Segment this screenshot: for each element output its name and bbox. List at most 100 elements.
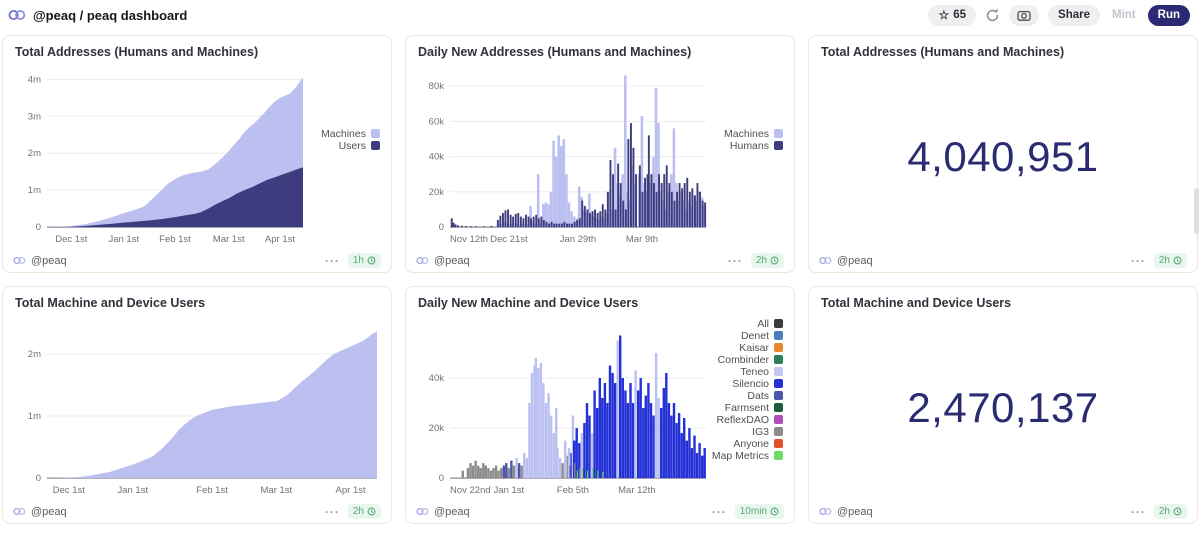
panel-daily-new-addresses-chart: Daily New Addresses (Humans and Machines… bbox=[405, 35, 795, 273]
owner-link[interactable]: @peaq bbox=[13, 255, 67, 267]
panel-menu-button[interactable]: ··· bbox=[727, 253, 743, 268]
legend-item[interactable]: Users bbox=[339, 140, 380, 152]
legend-item[interactable]: Kaisar bbox=[739, 341, 783, 354]
star-icon: ☆ bbox=[938, 8, 950, 22]
svg-text:Mar 9th: Mar 9th bbox=[626, 234, 658, 245]
run-button[interactable]: Run bbox=[1147, 4, 1190, 26]
legend-swatch bbox=[774, 379, 783, 388]
svg-text:2m: 2m bbox=[28, 349, 41, 360]
legend-label: Combinder bbox=[717, 353, 769, 366]
svg-text:20k: 20k bbox=[429, 423, 445, 434]
refresh-badge[interactable]: 2h bbox=[750, 253, 784, 268]
vertical-scrollbar[interactable] bbox=[1194, 188, 1199, 234]
legend-item[interactable]: Denet bbox=[740, 329, 783, 342]
panel-menu-button[interactable]: ··· bbox=[1130, 504, 1146, 519]
svg-text:1m: 1m bbox=[28, 185, 41, 196]
legend-item[interactable]: ReflexDAO bbox=[716, 413, 783, 426]
camera-icon bbox=[1017, 10, 1031, 21]
legend-label: Anyone bbox=[733, 437, 769, 450]
svg-text:Jan 1st: Jan 1st bbox=[108, 234, 139, 245]
svg-text:0: 0 bbox=[439, 473, 444, 484]
owner-link[interactable]: @peaq bbox=[416, 506, 470, 518]
owner-link[interactable]: @peaq bbox=[819, 255, 873, 267]
legend-swatch bbox=[774, 391, 783, 400]
total-addresses-counter-value: 4,040,951 bbox=[907, 132, 1099, 180]
legend-swatch bbox=[774, 141, 783, 150]
legend-swatch bbox=[774, 427, 783, 436]
star-button[interactable]: ☆ 65 bbox=[928, 4, 977, 26]
refresh-badge[interactable]: 10min bbox=[734, 504, 784, 519]
refresh-badge[interactable]: 2h bbox=[347, 504, 381, 519]
legend-item[interactable]: Machines bbox=[724, 128, 783, 140]
legend-item[interactable]: All bbox=[757, 317, 783, 330]
legend-item[interactable]: Anyone bbox=[733, 437, 783, 450]
peaq-logo-icon bbox=[819, 256, 832, 265]
refresh-badge[interactable]: 2h bbox=[1153, 253, 1187, 268]
screenshot-button[interactable] bbox=[1009, 4, 1040, 26]
legend-item[interactable]: IG3 bbox=[752, 426, 783, 438]
svg-text:0: 0 bbox=[36, 222, 41, 233]
legend-label: All bbox=[757, 317, 769, 330]
svg-text:0: 0 bbox=[439, 222, 444, 233]
svg-text:Nov 12th: Nov 12th bbox=[450, 234, 488, 245]
legend-item[interactable]: Machines bbox=[321, 128, 380, 140]
owner-link[interactable]: @peaq bbox=[819, 506, 873, 518]
panel-footer: @peaq ··· 2h bbox=[406, 249, 794, 272]
chart-legend: Machines Users bbox=[321, 128, 380, 152]
panel-menu-button[interactable]: ··· bbox=[711, 504, 727, 519]
refresh-badge[interactable]: 2h bbox=[1153, 504, 1187, 519]
svg-text:Apr 1st: Apr 1st bbox=[336, 485, 366, 496]
svg-text:Jan 1st: Jan 1st bbox=[494, 485, 525, 496]
panel-title: Total Machine and Device Users bbox=[821, 296, 1012, 310]
share-button[interactable]: Share bbox=[1048, 4, 1100, 26]
daily-new-addresses-bar-chart[interactable]: 80k 60k 40k 20k 0 Nov 12th Dec 21st Jan 29th Mar… bbox=[410, 64, 790, 249]
panel-title: Total Machine and Device Users bbox=[15, 296, 206, 310]
svg-text:4m: 4m bbox=[28, 74, 41, 85]
legend-item[interactable]: Combinder bbox=[717, 353, 783, 366]
legend-swatch bbox=[774, 439, 783, 448]
legend-label: ReflexDAO bbox=[716, 413, 769, 426]
legend-label: Dats bbox=[747, 389, 769, 402]
owner-link[interactable]: @peaq bbox=[416, 255, 470, 267]
mint-button[interactable]: Mint bbox=[1109, 9, 1139, 21]
svg-text:Jan 1st: Jan 1st bbox=[117, 485, 148, 496]
dashboard-title: @peaq / peaq dashboard bbox=[33, 7, 188, 23]
owner-link[interactable]: @peaq bbox=[13, 506, 67, 518]
legend-item[interactable]: Farmsent bbox=[725, 402, 783, 414]
svg-text:Feb 5th: Feb 5th bbox=[557, 485, 589, 496]
daily-new-machine-users-bar-chart[interactable]: 40k 20k 0 Nov 22nd Jan 1st Feb 5th Mar 12th bbox=[410, 315, 790, 500]
legend-label: Denet bbox=[740, 329, 769, 342]
legend-swatch bbox=[774, 129, 783, 138]
peaq-logo-icon bbox=[13, 507, 26, 516]
panel-footer: @peaq ··· 10min bbox=[406, 500, 794, 523]
panel-title: Daily New Machine and Device Users bbox=[418, 296, 639, 310]
total-addresses-area-chart[interactable]: 4m 3m 2m 1m 0 Dec 1st Jan 1st Feb 1st Mar 1st Apr… bbox=[7, 64, 387, 249]
legend-item[interactable]: Humans bbox=[730, 140, 783, 152]
svg-text:Feb 1st: Feb 1st bbox=[196, 485, 228, 496]
legend-item[interactable]: Silencio bbox=[732, 378, 783, 390]
legend-swatch bbox=[774, 403, 783, 412]
svg-text:3m: 3m bbox=[28, 111, 41, 122]
svg-text:40k: 40k bbox=[429, 373, 445, 384]
star-count: 65 bbox=[953, 9, 967, 21]
refresh-badge[interactable]: 1h bbox=[347, 253, 381, 268]
svg-text:Apr 1st: Apr 1st bbox=[265, 234, 295, 245]
legend-item[interactable]: Dats bbox=[747, 389, 783, 402]
dashboard-grid: Total Addresses (Humans and Machines) 4m… bbox=[0, 26, 1200, 524]
peaq-logo-icon bbox=[13, 256, 26, 265]
peaq-logo-icon[interactable] bbox=[8, 9, 26, 21]
panel-title: Total Addresses (Humans and Machines) bbox=[821, 45, 1065, 59]
counter-region: 4,040,951 bbox=[813, 64, 1193, 249]
panel-menu-button[interactable]: ··· bbox=[324, 504, 340, 519]
total-machine-users-area-chart[interactable]: 2m 1m 0 Dec 1st Jan 1st Feb 1st Mar 1st Apr 1st bbox=[7, 315, 387, 500]
legend-item[interactable]: Teneo bbox=[740, 365, 783, 378]
legend-label: Kaisar bbox=[739, 341, 769, 354]
svg-text:Dec 1st: Dec 1st bbox=[53, 485, 86, 496]
refresh-button[interactable] bbox=[985, 8, 1000, 23]
legend-item[interactable]: Map Metrics bbox=[712, 450, 783, 462]
legend-swatch bbox=[774, 451, 783, 460]
panel-menu-button[interactable]: ··· bbox=[324, 253, 340, 268]
panel-menu-button[interactable]: ··· bbox=[1130, 253, 1146, 268]
clock-icon bbox=[770, 507, 779, 516]
legend-label: Teneo bbox=[740, 365, 769, 378]
